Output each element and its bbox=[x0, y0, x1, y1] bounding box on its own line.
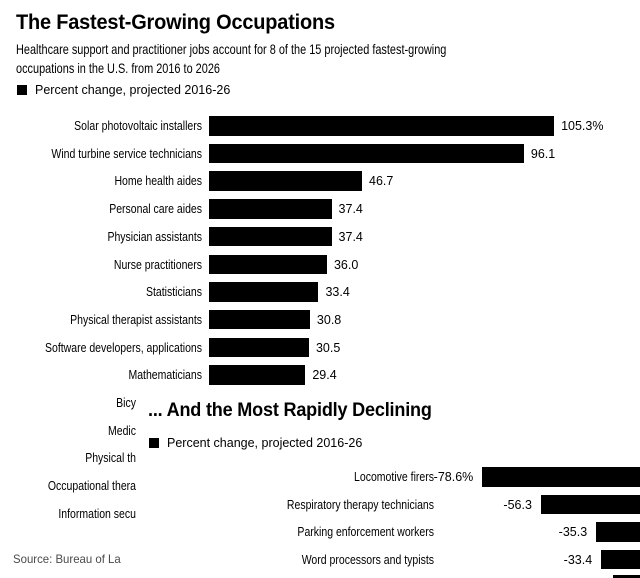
growing-bar-value: 105.3% bbox=[561, 119, 604, 133]
legend-label: Percent change, projected 2016-26 bbox=[35, 83, 231, 97]
growing-row-label: Nurse practitioners bbox=[113, 257, 202, 272]
growing-bar-value: 37.4 bbox=[338, 202, 363, 217]
overlay-title: ... And the Most Rapidly Declining bbox=[148, 400, 432, 421]
declining-bar-value: -56.3 bbox=[503, 497, 532, 512]
growing-bar bbox=[209, 116, 555, 136]
page-title: The Fastest-Growing Occupations bbox=[16, 11, 335, 34]
growing-bar-value: 30.8 bbox=[316, 312, 342, 327]
legend-growing: Percent change, projected 2016-26 bbox=[17, 83, 230, 97]
growing-row-label: Physical therapist assistants bbox=[70, 312, 203, 327]
truncated-row-label: Occupational thera bbox=[47, 479, 136, 494]
growing-bar bbox=[209, 365, 306, 385]
growing-row-label: Physician assistants bbox=[107, 229, 202, 244]
legend-declining: Percent change, projected 2016-26 bbox=[149, 436, 362, 450]
growing-row-label: Statisticians bbox=[145, 285, 202, 300]
subtitle-line-2: occupations in the U.S. from 2016 to 202… bbox=[16, 59, 220, 76]
growing-row-label: Personal care aides bbox=[109, 202, 202, 217]
growing-bar bbox=[209, 282, 319, 302]
source-note: Source: Bureau of La bbox=[13, 552, 121, 566]
growing-bar bbox=[209, 254, 327, 274]
chart-subtitle: Healthcare support and practitioner jobs… bbox=[16, 40, 446, 77]
declining-bar-value: -33.4 bbox=[563, 552, 593, 567]
growing-bar-value: 37.4 bbox=[338, 229, 363, 244]
growing-row-label: Software developers, applications bbox=[44, 340, 203, 355]
growing-row-label: Mathematicians bbox=[128, 368, 202, 383]
declining-panel: ... And the Most Rapidly Declining Perce… bbox=[137, 387, 640, 578]
declining-row-label: Locomotive firers bbox=[354, 470, 434, 484]
truncated-row-label: Physical th bbox=[85, 451, 136, 466]
declining-row-label: Parking enforcement workers bbox=[297, 525, 434, 539]
growing-bar bbox=[209, 143, 524, 164]
growing-bar bbox=[209, 199, 332, 219]
truncated-row-label: Information secu bbox=[58, 506, 136, 521]
growing-bar-value: 33.4 bbox=[325, 285, 350, 300]
growing-row-label: Wind turbine service technicians bbox=[51, 146, 202, 161]
growing-bar-value: 36.0 bbox=[333, 257, 359, 272]
growing-row-label: Solar photovoltaic installers bbox=[74, 119, 202, 133]
growing-bar bbox=[209, 171, 363, 191]
declining-bar bbox=[596, 522, 640, 542]
subtitle-line-1: Healthcare support and practitioner jobs… bbox=[16, 41, 447, 57]
growing-bar bbox=[209, 226, 332, 247]
legend-swatch-icon bbox=[149, 438, 159, 448]
growing-bar-value: 29.4 bbox=[312, 368, 337, 383]
legend-swatch-icon bbox=[17, 85, 27, 95]
growing-bar-value: 30.5 bbox=[315, 340, 341, 355]
declining-bar bbox=[601, 549, 640, 569]
declining-bar bbox=[540, 494, 640, 514]
truncated-row-label: Bicy bbox=[116, 396, 136, 410]
declining-bar bbox=[612, 574, 640, 578]
growing-bar bbox=[209, 337, 309, 358]
declining-row-label: Word processors and typists bbox=[301, 552, 434, 567]
growing-bar bbox=[209, 309, 310, 330]
growing-bar-value: 46.7 bbox=[369, 174, 394, 189]
declining-row-label: Respiratory therapy technicians bbox=[286, 497, 434, 512]
legend-label: Percent change, projected 2016-26 bbox=[167, 436, 363, 450]
declining-bar-value: -78.6% bbox=[433, 470, 474, 484]
declining-bar-value: -35.3 bbox=[558, 525, 588, 539]
truncated-row-label: Medic bbox=[107, 423, 136, 438]
growing-row-label: Home health aides bbox=[114, 174, 202, 189]
declining-bar bbox=[482, 467, 640, 487]
growing-bar-value: 96.1 bbox=[530, 146, 556, 161]
